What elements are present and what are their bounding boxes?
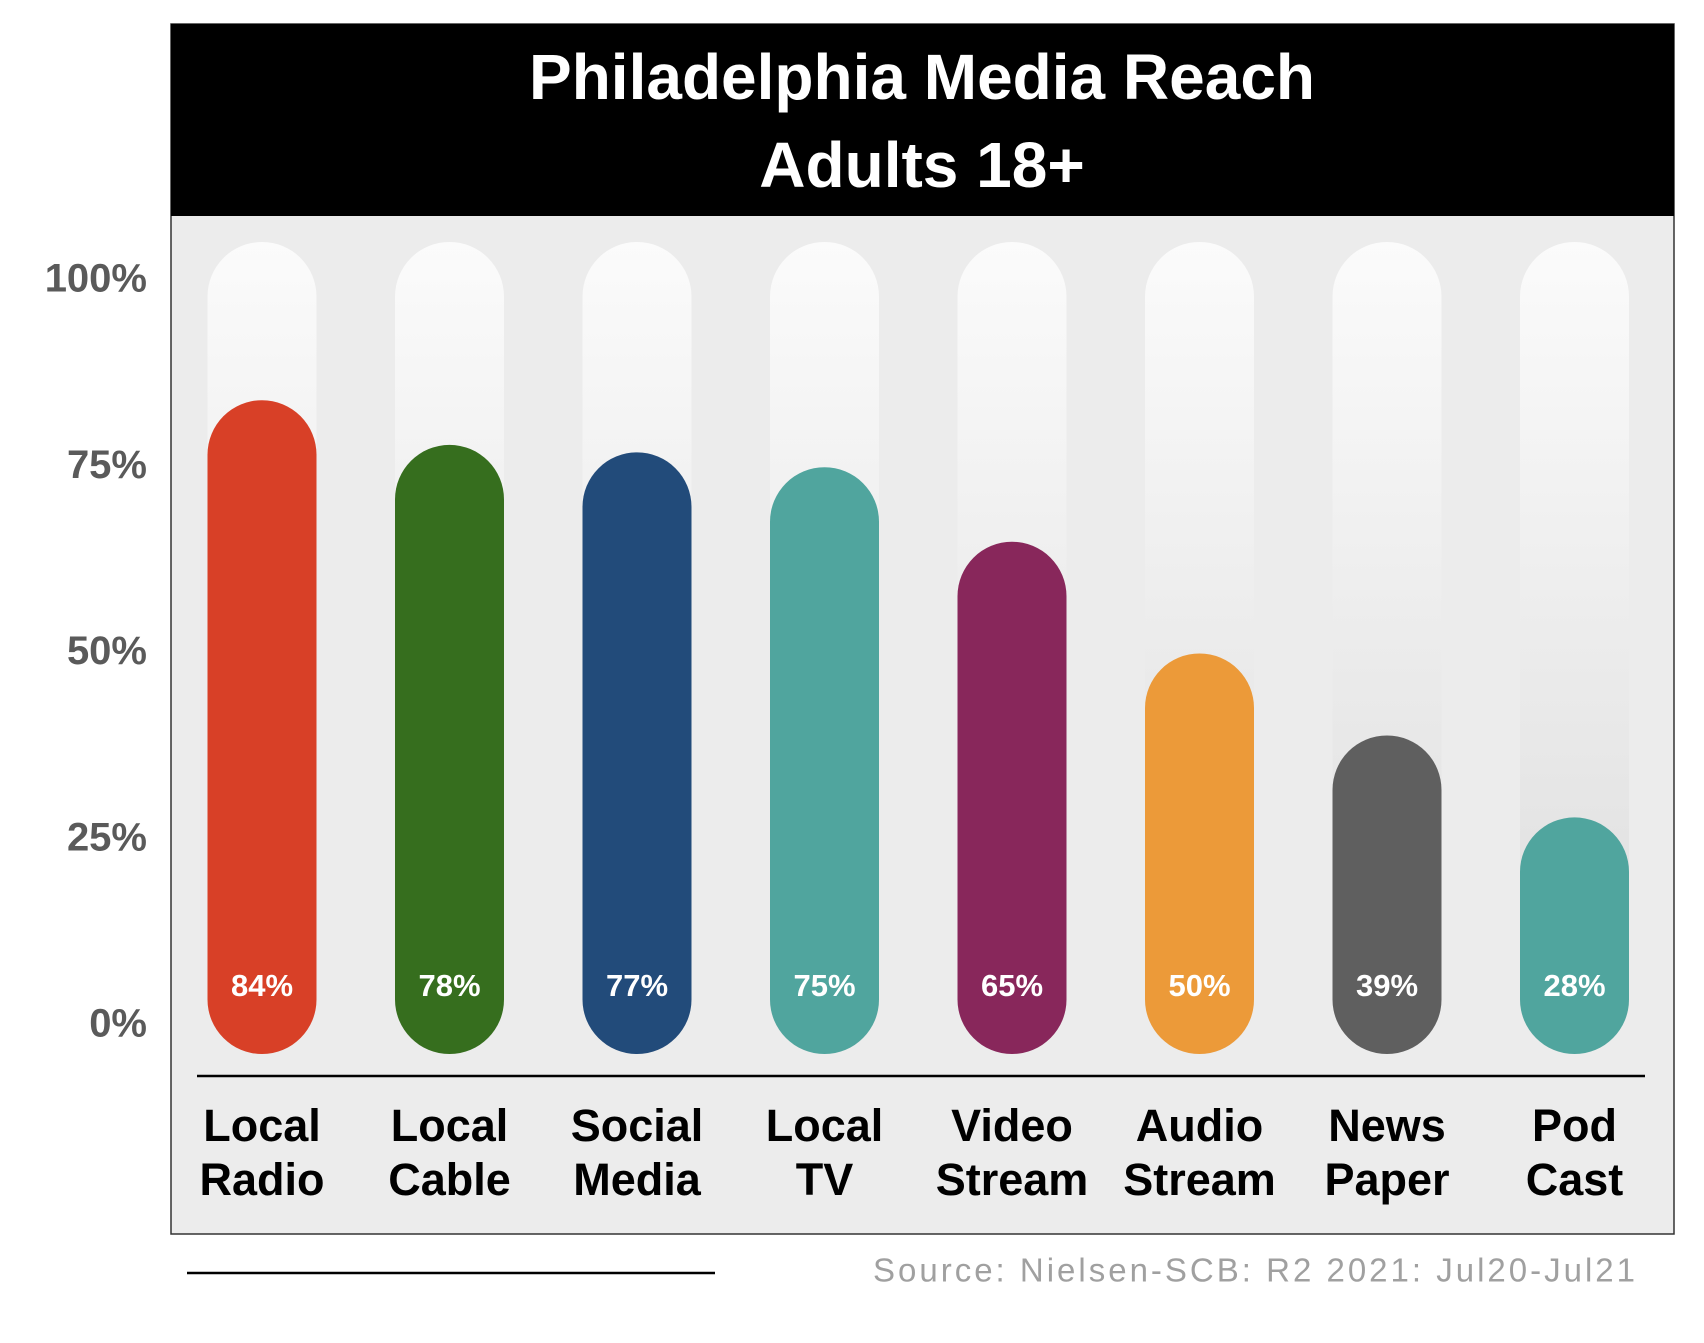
x-tick-label: Local — [766, 1100, 884, 1151]
x-tick-label: Media — [573, 1154, 702, 1205]
bar — [582, 452, 692, 1055]
x-tick-label: Paper — [1324, 1154, 1449, 1205]
bar — [1520, 817, 1629, 1054]
bar — [395, 444, 504, 1054]
value-label: 75% — [793, 968, 855, 1003]
bar — [1332, 735, 1442, 1054]
y-tick-label: 0% — [89, 1002, 147, 1046]
chart-subtitle: Adults 18+ — [759, 129, 1084, 201]
x-tick-label: Video — [951, 1100, 1073, 1151]
value-label: 50% — [1168, 968, 1230, 1003]
value-label: 28% — [1543, 968, 1605, 1003]
value-label: 78% — [418, 968, 480, 1003]
bar — [957, 541, 1067, 1054]
source-note: Source: Nielsen-SCB: R2 2021: Jul20-Jul2… — [873, 1252, 1638, 1289]
bar — [1145, 653, 1254, 1054]
x-tick-label: Radio — [199, 1154, 324, 1205]
x-tick-label: Audio — [1136, 1100, 1263, 1151]
bar — [207, 400, 317, 1054]
x-tick-label: Pod — [1532, 1100, 1617, 1151]
x-tick-label: Stream — [1123, 1154, 1276, 1205]
x-tick-label: Cast — [1526, 1154, 1624, 1205]
value-label: 39% — [1356, 968, 1418, 1003]
value-label: 65% — [981, 968, 1043, 1003]
bar — [770, 467, 879, 1054]
value-label: 84% — [231, 968, 293, 1003]
x-tick-label: Local — [203, 1100, 321, 1151]
x-tick-label: Social — [571, 1100, 704, 1151]
x-tick-label: Stream — [936, 1154, 1089, 1205]
y-tick-label: 50% — [67, 629, 147, 673]
chart-title: Philadelphia Media Reach — [529, 41, 1315, 113]
y-tick-label: 100% — [45, 257, 147, 301]
title-bar — [171, 24, 1674, 216]
x-tick-label: Cable — [388, 1154, 511, 1205]
y-tick-label: 75% — [67, 443, 147, 487]
value-label: 77% — [606, 968, 668, 1003]
x-tick-label: TV — [796, 1154, 854, 1205]
y-tick-label: 25% — [67, 815, 147, 859]
x-tick-label: Local — [391, 1100, 509, 1151]
x-tick-label: News — [1328, 1100, 1446, 1151]
